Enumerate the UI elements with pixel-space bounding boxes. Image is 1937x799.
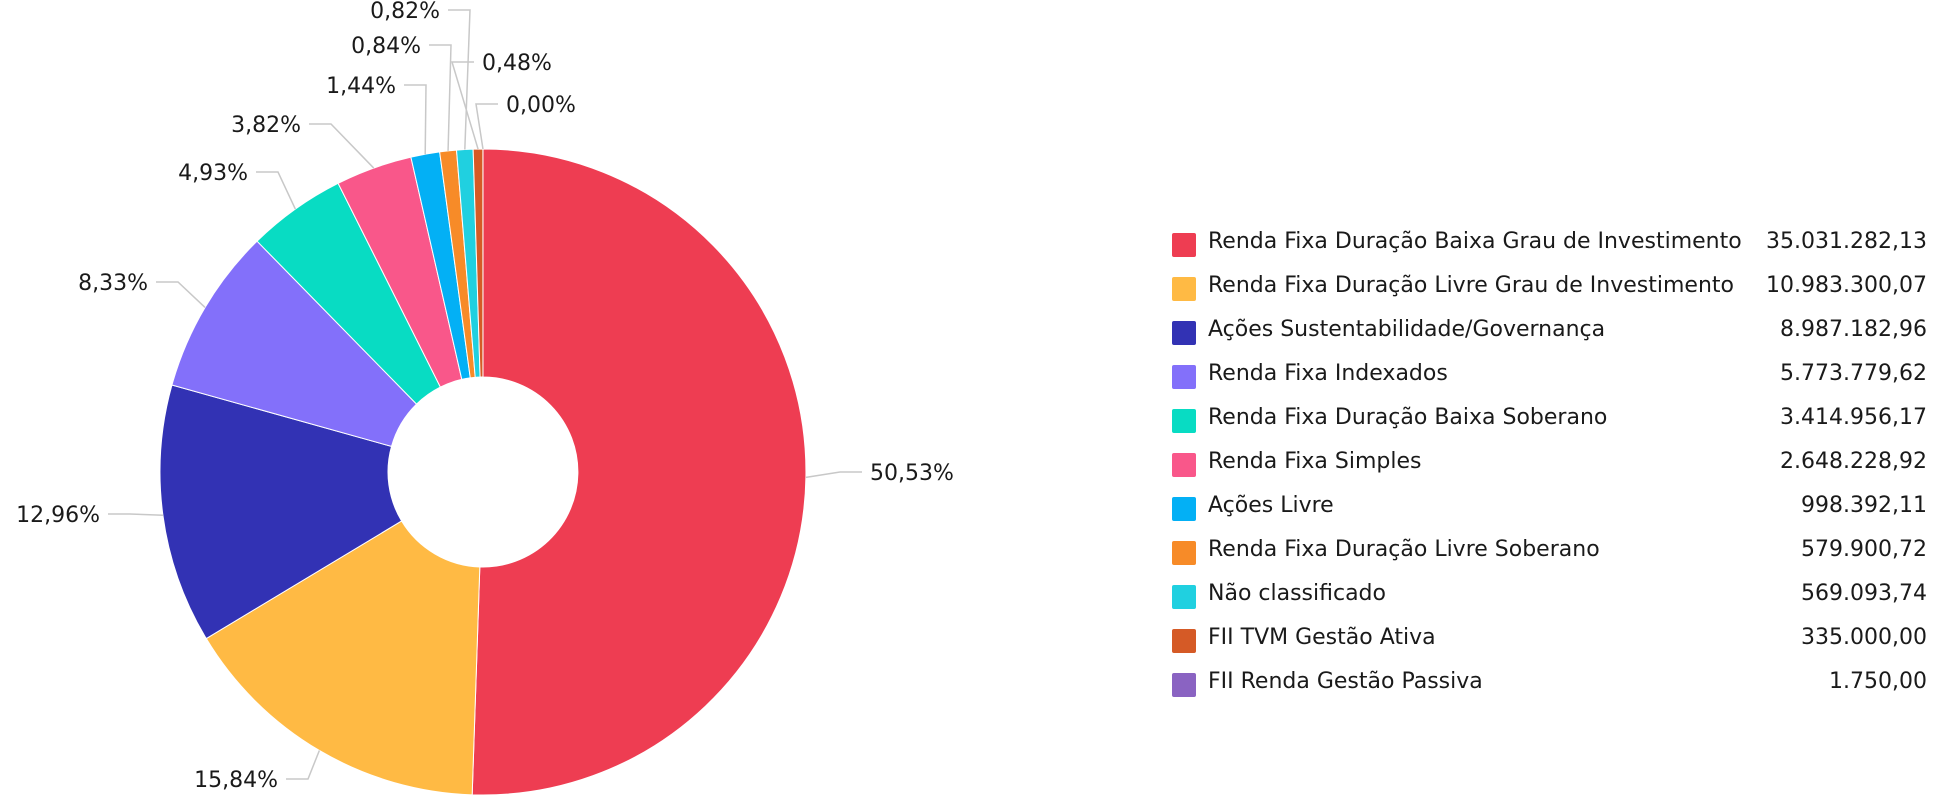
legend-item[interactable]: Renda Fixa Simples 2.648.228,92 (1172, 446, 1927, 490)
percent-label: 4,93% (178, 161, 248, 186)
legend-item[interactable]: Renda Fixa Indexados 5.773.779,62 (1172, 358, 1927, 402)
leader-line (108, 513, 163, 517)
legend-label: Renda Fixa Duração Livre Soberano (1208, 537, 1600, 562)
percent-label: 0,00% (506, 93, 576, 118)
legend-item[interactable]: Renda Fixa Duração Livre Soberano 579.900… (1172, 534, 1927, 578)
leader-line (256, 171, 297, 210)
legend-label: Renda Fixa Indexados (1208, 361, 1448, 386)
pie-slice[interactable] (159, 384, 403, 640)
leader-line (448, 9, 471, 150)
percent-label: 8,33% (78, 271, 148, 296)
legend-item[interactable]: FII TVM Gestão Ativa 335.000,00 (1172, 622, 1927, 666)
legend-swatch (1172, 409, 1196, 433)
legend-value: 2.648.228,92 (1780, 449, 1927, 474)
legend-label: Ações Sustentabilidade/Governança (1208, 317, 1606, 342)
legend-swatch (1172, 277, 1196, 301)
pie-slice[interactable] (171, 240, 418, 448)
legend-swatch (1172, 321, 1196, 345)
legend-swatch (1172, 233, 1196, 257)
legend-value: 35.031.282,13 (1766, 229, 1927, 254)
legend-value: 5.773.779,62 (1780, 361, 1927, 386)
percent-label: 50,53% (870, 461, 954, 486)
legend: Renda Fixa Duração Baixa Grau de Investi… (1172, 226, 1927, 710)
legend-value: 1.750,00 (1829, 669, 1927, 694)
legend-swatch (1172, 673, 1196, 697)
percent-label: 0,48% (482, 51, 552, 76)
legend-item[interactable]: Renda Fixa Duração Livre Grau de Investi… (1172, 270, 1927, 314)
legend-value: 998.392,11 (1801, 493, 1927, 518)
legend-value: 3.414.956,17 (1780, 405, 1927, 430)
leader-line (156, 281, 206, 309)
pie-slice[interactable] (205, 520, 481, 796)
leader-line (429, 44, 452, 151)
pie-chart: 50,53% 15,84% 12,96% 8,33% 4,93% 3,82% 1,44% 0,… (16, 0, 954, 796)
percent-label: 12,96% (16, 503, 100, 528)
legend-value: 10.983.300,07 (1766, 273, 1927, 298)
legend-label: Renda Fixa Simples (1208, 449, 1422, 474)
percent-label: 0,84% (351, 34, 421, 59)
percent-label: 0,82% (370, 0, 440, 24)
legend-label: FII Renda Gestão Passiva (1208, 669, 1483, 694)
legend-value: 579.900,72 (1801, 537, 1927, 562)
leader-line (805, 471, 862, 479)
leader-line (309, 123, 375, 169)
leader-line (475, 103, 498, 150)
legend-swatch (1172, 585, 1196, 609)
legend-item[interactable]: Ações Livre 998.392,11 (1172, 490, 1927, 534)
legend-item[interactable]: Renda Fixa Duração Baixa Soberano 3.414.9… (1172, 402, 1927, 446)
legend-value: 8.987.182,96 (1780, 317, 1927, 342)
legend-label: Não classificado (1208, 581, 1386, 606)
leader-line (286, 750, 321, 780)
legend-label: Renda Fixa Duração Baixa Soberano (1208, 405, 1608, 430)
legend-swatch (1172, 629, 1196, 653)
legend-label: FII TVM Gestão Ativa (1208, 625, 1436, 650)
legend-value: 569.093,74 (1801, 581, 1927, 606)
percent-label: 15,84% (194, 768, 278, 793)
legend-value: 335.000,00 (1801, 625, 1927, 650)
leader-line (450, 61, 479, 150)
percent-label: 1,44% (326, 74, 396, 99)
legend-label: Renda Fixa Duração Livre Grau de Investi… (1208, 273, 1734, 298)
legend-item[interactable]: Não classificado 569.093,74 (1172, 578, 1927, 622)
legend-swatch (1172, 497, 1196, 521)
legend-label: Ações Livre (1208, 493, 1334, 518)
legend-swatch (1172, 541, 1196, 565)
percent-label: 3,82% (231, 113, 301, 138)
pie-slice[interactable] (471, 148, 807, 796)
legend-item[interactable]: FII Renda Gestão Passiva 1.750,00 (1172, 666, 1927, 710)
legend-item[interactable]: Renda Fixa Duração Baixa Grau de Investi… (1172, 226, 1927, 270)
legend-item[interactable]: Ações Sustentabilidade/Governança 8.987.1… (1172, 314, 1927, 358)
leader-line (404, 84, 427, 155)
legend-swatch (1172, 453, 1196, 477)
legend-swatch (1172, 365, 1196, 389)
legend-label: Renda Fixa Duração Baixa Grau de Investi… (1208, 229, 1742, 254)
